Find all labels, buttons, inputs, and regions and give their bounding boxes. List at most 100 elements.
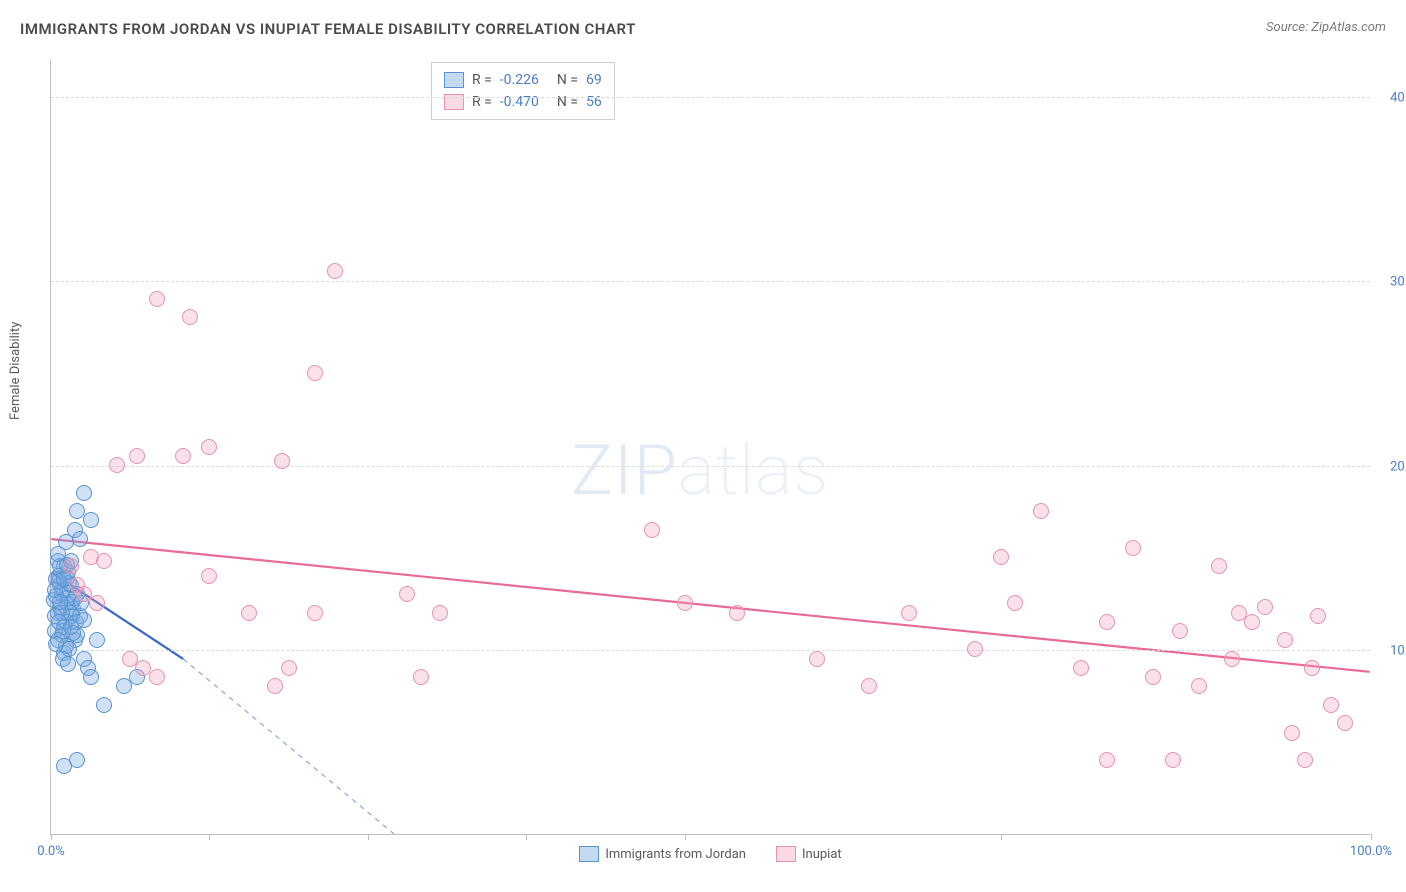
data-point — [1033, 503, 1049, 519]
x-tick — [209, 834, 210, 840]
legend-swatch — [444, 72, 464, 88]
data-point — [122, 651, 138, 667]
gridline: 10.0% — [51, 650, 1370, 651]
data-point — [1211, 558, 1227, 574]
legend-r-value: -0.470 — [500, 91, 539, 113]
legend-series-item: Inupiat — [776, 846, 842, 862]
legend-swatch — [579, 846, 599, 862]
legend-n-label: N = — [557, 91, 578, 113]
y-axis-label: Female Disability — [8, 322, 23, 420]
data-point — [1191, 678, 1207, 694]
y-tick-label: 40.0% — [1390, 90, 1406, 105]
data-point — [677, 595, 693, 611]
data-point — [109, 457, 125, 473]
data-point — [1145, 669, 1161, 685]
x-tick — [526, 834, 527, 840]
data-point — [56, 758, 72, 774]
data-point — [861, 678, 877, 694]
data-point — [182, 309, 198, 325]
data-point — [83, 512, 99, 528]
data-point — [1099, 614, 1115, 630]
data-point — [65, 625, 81, 641]
legend-n-value: 56 — [586, 91, 602, 113]
legend-swatch — [776, 846, 796, 862]
x-tick — [1371, 834, 1372, 840]
data-point — [993, 549, 1009, 565]
data-point — [1244, 614, 1260, 630]
legend-correlation-row: R = -0.470 N = 56 — [444, 91, 602, 113]
data-point — [307, 365, 323, 381]
data-point — [89, 595, 105, 611]
scatter-chart: ZIPatlas R = -0.226N = 69R = -0.470N = 5… — [50, 60, 1370, 835]
data-point — [83, 669, 99, 685]
y-tick-label: 30.0% — [1390, 275, 1406, 290]
data-point — [76, 612, 92, 628]
data-point — [644, 522, 660, 538]
data-point — [60, 656, 76, 672]
data-point — [1304, 660, 1320, 676]
data-point — [1007, 595, 1023, 611]
legend-series-label: Immigrants from Jordan — [605, 847, 746, 862]
data-point — [149, 669, 165, 685]
data-point — [48, 636, 64, 652]
data-point — [413, 669, 429, 685]
correlation-legend: R = -0.226N = 69R = -0.470N = 56 — [431, 62, 615, 120]
chart-title: IMMIGRANTS FROM JORDAN VS INUPIAT FEMALE… — [20, 20, 636, 38]
data-point — [1284, 725, 1300, 741]
data-point — [1310, 608, 1326, 624]
data-point — [1099, 752, 1115, 768]
gridline: 40.0% — [51, 97, 1370, 98]
x-tick — [51, 834, 52, 840]
data-point — [52, 594, 68, 610]
data-point — [1277, 632, 1293, 648]
watermark: ZIPatlas — [571, 430, 829, 512]
x-tick-label: 0.0% — [37, 844, 65, 859]
legend-n-label: N = — [557, 69, 578, 91]
legend-correlation-row: R = -0.226N = 69 — [444, 69, 602, 91]
data-point — [1337, 715, 1353, 731]
y-tick-label: 10.0% — [1390, 644, 1406, 659]
data-point — [89, 632, 105, 648]
data-point — [399, 586, 415, 602]
data-point — [201, 439, 217, 455]
data-point — [729, 605, 745, 621]
data-point — [201, 568, 217, 584]
data-point — [307, 605, 323, 621]
data-point — [327, 263, 343, 279]
data-point — [967, 641, 983, 657]
data-point — [175, 448, 191, 464]
source-attribution: Source: ZipAtlas.com — [1266, 20, 1386, 35]
data-point — [809, 651, 825, 667]
data-point — [267, 678, 283, 694]
data-point — [96, 697, 112, 713]
legend-series-label: Inupiat — [802, 847, 842, 862]
series-legend: Immigrants from Jordan Inupiat — [51, 846, 1370, 862]
data-point — [135, 660, 151, 676]
legend-r-value: -0.226 — [500, 69, 539, 91]
data-point — [149, 291, 165, 307]
x-tick — [685, 834, 686, 840]
data-point — [274, 453, 290, 469]
data-point — [1073, 660, 1089, 676]
trend-lines-layer — [51, 60, 1370, 834]
data-point — [72, 531, 88, 547]
legend-r-label: R = — [472, 69, 492, 91]
legend-r-label: R = — [472, 91, 492, 113]
data-point — [76, 485, 92, 501]
data-point — [1257, 599, 1273, 615]
data-point — [1125, 540, 1141, 556]
trend-line-extrapolated — [183, 659, 394, 834]
data-point — [901, 605, 917, 621]
data-point — [1297, 752, 1313, 768]
x-tick — [368, 834, 369, 840]
data-point — [1172, 623, 1188, 639]
data-point — [241, 605, 257, 621]
data-point — [1323, 697, 1339, 713]
data-point — [432, 605, 448, 621]
y-tick-label: 20.0% — [1390, 459, 1406, 474]
data-point — [96, 553, 112, 569]
data-point — [63, 558, 79, 574]
gridline: 30.0% — [51, 281, 1370, 282]
data-point — [1224, 651, 1240, 667]
gridline: 20.0% — [51, 466, 1370, 467]
